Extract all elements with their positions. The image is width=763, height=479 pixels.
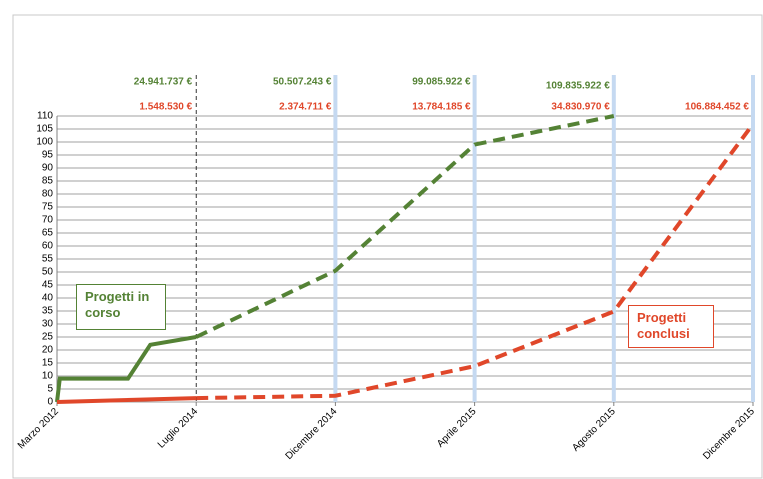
value-annotation: 13.784.185 € [412, 102, 471, 113]
y-tick-label: 60 [42, 241, 54, 252]
y-tick-label: 25 [42, 332, 54, 343]
x-tick-label: Dicembre 2015 [701, 406, 757, 462]
value-annotation: 1.548.530 € [139, 102, 192, 113]
value-annotation: 34.830.970 € [551, 102, 610, 113]
y-tick-label: 75 [42, 202, 54, 213]
y-tick-label: 50 [42, 267, 54, 278]
y-tick-label: 65 [42, 228, 54, 239]
y-tick-label: 70 [42, 215, 54, 226]
series-line [56, 396, 197, 404]
x-tick-label: Aprile 2015 [435, 406, 479, 450]
series-line [195, 114, 615, 339]
y-tick-label: 5 [47, 384, 53, 395]
value-annotation: 99.085.922 € [412, 77, 471, 88]
chart-frame [12, 14, 763, 479]
legend-box: Progetti in corso [76, 284, 166, 330]
legend-box: Progetti conclusi [628, 305, 714, 348]
value-annotation: 106.884.452 € [685, 102, 749, 113]
y-tick-label: 95 [42, 150, 54, 161]
y-tick-label: 0 [47, 397, 53, 408]
y-tick-label: 90 [42, 163, 54, 174]
y-tick-label: 85 [42, 176, 54, 187]
y-tick-label: 30 [42, 319, 54, 330]
y-tick-label: 45 [42, 280, 54, 291]
value-annotation: 50.507.243 € [273, 77, 332, 88]
y-tick-label: 105 [36, 124, 53, 135]
value-annotation: 24.941.737 € [134, 77, 193, 88]
value-annotation: 2.374.711 € [279, 102, 332, 113]
y-tick-label: 55 [42, 254, 54, 265]
y-tick-label: 100 [36, 137, 53, 148]
x-tick-label: Agosto 2015 [570, 406, 618, 454]
y-tick-label: 20 [42, 345, 54, 356]
x-tick-label: Dicembre 2014 [284, 406, 340, 462]
y-tick-label: 10 [42, 371, 54, 382]
series-line [55, 335, 197, 403]
y-tick-label: 110 [37, 111, 53, 122]
y-tick-label: 80 [42, 189, 54, 200]
y-tick-label: 40 [42, 293, 54, 304]
y-tick-label: 15 [42, 358, 54, 369]
value-annotation: 109.835.922 € [546, 81, 610, 92]
x-tick-label: Luglio 2014 [156, 406, 201, 451]
y-tick-label: 35 [42, 306, 54, 317]
x-tick-label: Marzo 2012 [16, 406, 61, 451]
